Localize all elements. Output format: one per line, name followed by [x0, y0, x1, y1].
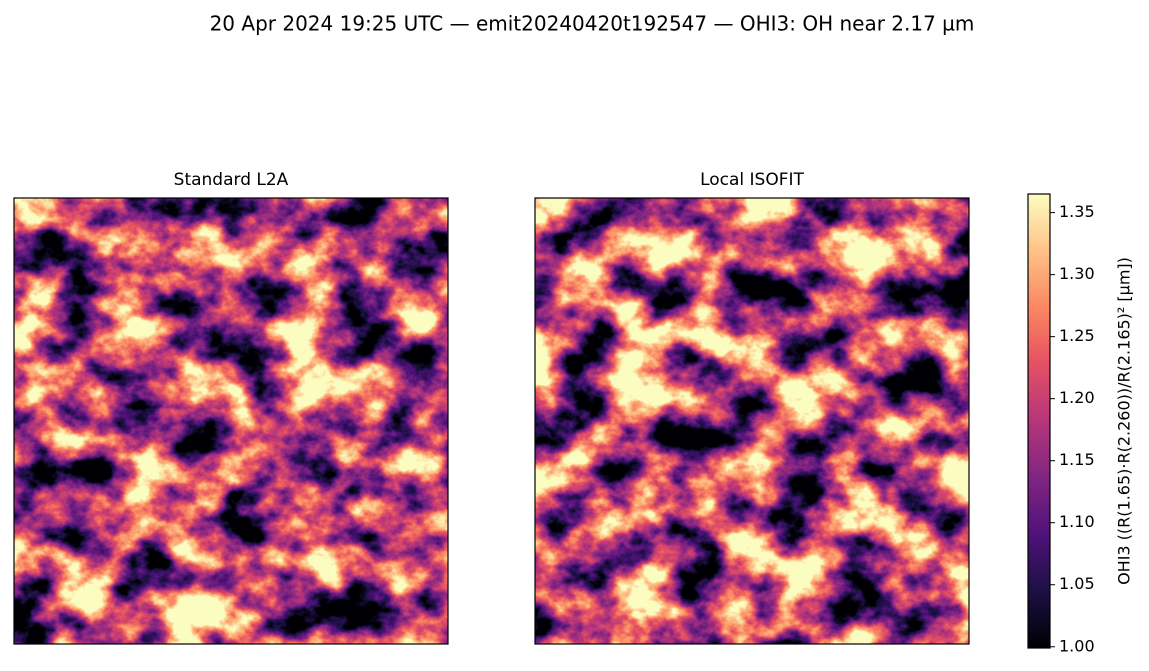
image-frame: [13, 197, 449, 645]
colorbar-label: OHI3 ((R(1.65)·R(2.260))/R(2.165)² [μm]): [1115, 257, 1134, 585]
colorbar-tick-label: 1.35: [1059, 202, 1095, 221]
panels: Standard L2A Local ISOFIT: [13, 170, 970, 645]
colorbar-tick-label: 1.00: [1059, 636, 1095, 655]
colorbar-tick-label: 1.15: [1059, 450, 1095, 469]
image: [14, 198, 448, 644]
colorbar: 1.00 1.05 1.10 1.15 1.20 1.25 1.30 1.35 OHI3 ((R…: [1027, 193, 1134, 655]
panel-title: Local ISOFIT: [700, 170, 804, 190]
image: [535, 198, 969, 644]
colorbar-tick-label: 1.20: [1059, 388, 1095, 407]
colorbar-tick-label: 1.10: [1059, 512, 1095, 531]
colorbar-tick-label: 1.05: [1059, 574, 1095, 593]
colorbar-gradient: [1027, 193, 1051, 649]
figure-title: 20 Apr 2024 19:25 UTC — emit20240420t192…: [210, 12, 975, 36]
image-frame: [534, 197, 970, 645]
panel-title: Standard L2A: [174, 170, 289, 190]
colorbar-tick-label: 1.25: [1059, 326, 1095, 345]
colorbar-tick-label: 1.30: [1059, 264, 1095, 283]
